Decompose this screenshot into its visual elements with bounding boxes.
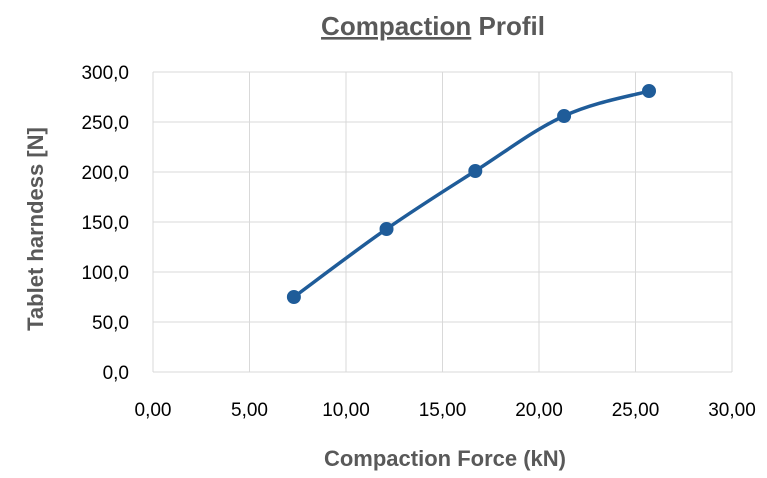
chart-title-part2: Profil (471, 11, 545, 41)
x-tick-label: 0,00 (135, 400, 172, 421)
y-tick-label: 300,0 (81, 63, 129, 84)
x-axis-ticks: 0,00 5,00 10,00 15,00 20,00 25,00 30,00 (135, 400, 756, 421)
x-tick-label: 30,00 (708, 400, 756, 421)
x-axis-label: Compaction Force (kN) (324, 446, 566, 471)
x-tick-label: 20,00 (515, 400, 563, 421)
y-tick-label: 200,0 (81, 163, 129, 184)
y-tick-label: 250,0 (81, 113, 129, 134)
y-tick-label: 150,0 (81, 213, 129, 234)
y-axis-ticks: 0,0 50,0 100,0 150,0 200,0 250,0 300,0 (81, 63, 129, 384)
data-point (379, 222, 394, 236)
data-point (557, 109, 572, 123)
chart-title-part1: Compaction (321, 11, 471, 41)
y-tick-label: 100,0 (81, 263, 129, 284)
data-point (468, 164, 483, 178)
chart-title: Compaction Profil (321, 11, 545, 41)
x-tick-label: 15,00 (419, 400, 467, 421)
series-group (286, 84, 657, 304)
x-tick-label: 25,00 (612, 400, 660, 421)
x-tick-label: 10,00 (322, 400, 370, 421)
gridlines (152, 71, 733, 373)
y-axis-label: Tablet harndess [N] (23, 127, 48, 331)
y-tick-label: 50,0 (92, 313, 129, 334)
data-point (642, 84, 657, 98)
x-tick-label: 5,00 (231, 400, 268, 421)
y-tick-label: 0,0 (103, 363, 129, 384)
data-point (286, 290, 301, 304)
